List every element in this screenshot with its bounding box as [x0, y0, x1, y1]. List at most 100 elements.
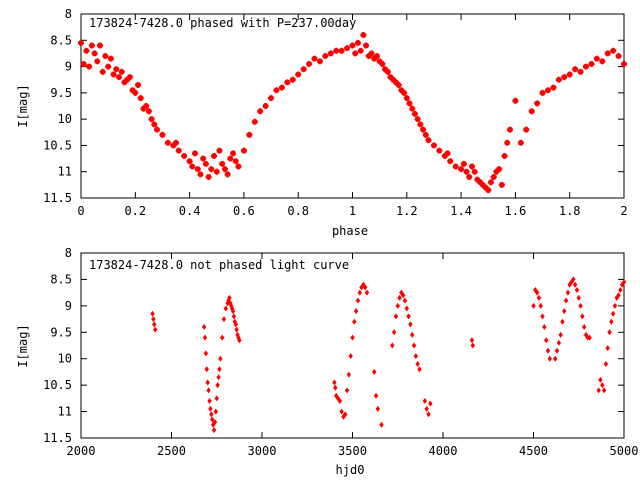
data-point	[531, 302, 536, 309]
data-point	[539, 89, 546, 96]
data-point	[352, 318, 357, 325]
data-point	[501, 152, 508, 159]
data-point	[618, 287, 623, 293]
data-point	[545, 347, 551, 354]
data-point	[262, 103, 269, 109]
data-point	[339, 408, 344, 415]
data-point	[415, 361, 420, 367]
y-tick-label: 11.5	[43, 191, 72, 205]
data-point	[327, 50, 334, 57]
data-point	[441, 152, 448, 159]
data-point	[390, 76, 397, 83]
data-point	[428, 400, 433, 407]
data-point	[581, 324, 587, 330]
data-point	[365, 53, 372, 60]
data-point	[379, 60, 386, 67]
data-point	[417, 366, 422, 373]
data-point	[208, 166, 215, 173]
data-point	[517, 139, 524, 146]
data-point	[409, 105, 416, 112]
data-point	[574, 287, 580, 293]
unphased-x-ticks: 2000 2500 3000 3500 4000 4500 5000	[67, 253, 639, 458]
data-point	[616, 292, 621, 299]
data-point	[375, 405, 381, 412]
data-point	[406, 100, 413, 107]
data-point	[357, 289, 362, 296]
data-point	[603, 361, 609, 367]
data-point	[587, 334, 592, 341]
data-point	[392, 79, 399, 86]
x-tick-label: 4000	[429, 444, 458, 458]
unphased-y-ticks: 8 8.5 9 9.5 10 10.5 11 11.5	[43, 246, 624, 445]
data-point	[201, 324, 207, 330]
data-point	[200, 155, 207, 162]
data-point	[554, 347, 560, 354]
data-point	[368, 50, 375, 57]
data-point	[387, 74, 394, 81]
data-point	[311, 55, 318, 62]
data-point	[610, 47, 617, 54]
data-point	[572, 281, 578, 288]
data-point	[197, 171, 204, 178]
data-point	[219, 334, 225, 341]
data-point	[246, 131, 253, 138]
data-point	[224, 171, 231, 178]
data-point	[333, 384, 338, 391]
data-point	[543, 337, 549, 344]
x-tick-label: 1.4	[450, 204, 472, 218]
data-point	[601, 387, 607, 394]
data-point	[576, 294, 581, 301]
x-tick-label: 0	[77, 204, 84, 218]
data-point	[400, 292, 406, 299]
x-tick-label: 5000	[610, 444, 639, 458]
data-point	[493, 168, 500, 175]
data-point	[391, 329, 397, 336]
x-tick-label: 0.4	[179, 204, 201, 218]
data-point	[482, 184, 489, 191]
data-point	[422, 131, 429, 138]
data-point	[99, 68, 106, 75]
data-point	[379, 421, 384, 428]
y-tick-label: 11	[58, 165, 72, 179]
data-point	[268, 95, 275, 102]
data-point	[151, 121, 158, 128]
phased-chart-title: 173824-7428.0 phased with P=237.00day	[89, 16, 356, 30]
data-point	[458, 166, 465, 173]
data-point	[580, 313, 585, 320]
x-tick-label: 1.6	[505, 204, 527, 218]
data-point	[621, 60, 627, 67]
data-point	[413, 353, 419, 360]
data-point	[213, 168, 220, 175]
data-point	[206, 387, 211, 394]
x-tick-label: 3000	[248, 444, 277, 458]
data-point	[553, 355, 558, 362]
data-point	[202, 334, 208, 341]
data-point	[137, 95, 144, 102]
data-point	[397, 294, 402, 301]
data-point	[186, 158, 193, 165]
data-point	[425, 137, 432, 144]
data-point	[343, 411, 348, 418]
data-point	[355, 297, 361, 304]
data-point	[372, 368, 377, 375]
data-point	[273, 87, 280, 94]
x-tick-label: 2500	[157, 444, 186, 458]
data-point	[231, 313, 237, 320]
data-point	[212, 419, 218, 426]
data-point	[235, 163, 242, 170]
data-point	[395, 302, 400, 309]
data-point	[102, 53, 109, 60]
data-point	[80, 60, 87, 67]
data-point	[604, 50, 611, 57]
data-point	[88, 42, 95, 49]
data-point	[417, 121, 424, 128]
data-point	[150, 310, 155, 317]
data-point	[466, 173, 473, 180]
x-tick-label: 0.2	[124, 204, 146, 218]
data-point	[561, 74, 568, 81]
data-point	[373, 392, 379, 399]
data-point	[560, 318, 565, 325]
data-point	[164, 139, 171, 146]
data-point	[121, 79, 128, 86]
data-point	[234, 326, 239, 333]
